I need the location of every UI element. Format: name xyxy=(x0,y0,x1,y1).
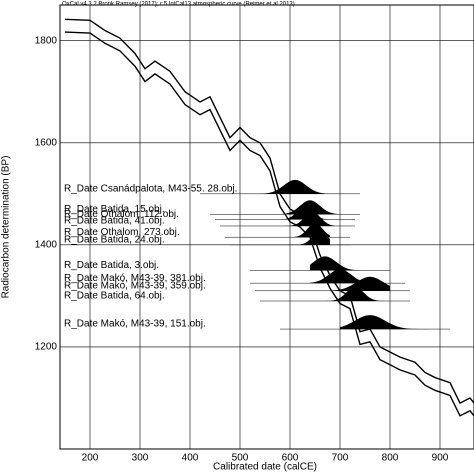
sample-label: R_Date Csanádpalota, M43-55. 28.obj. xyxy=(64,183,237,194)
sample-label: R_Date Batida, 15.obj. xyxy=(64,204,165,215)
y-tick-label: 1600 xyxy=(35,137,58,148)
sample-label: R_Date Batida, 41.obj. xyxy=(64,216,165,227)
probability-distribution xyxy=(310,256,370,271)
sample-label: R_Date Makó, M43-39, 381.obj. xyxy=(64,273,206,284)
sample-label: R_Date Othalom, 273.obj. xyxy=(64,227,180,238)
sample-label: R_Date Othalom, 112.obj. xyxy=(64,209,179,220)
sample-label: R_Date Makó, M43-39, 151.obj. xyxy=(64,319,206,330)
x-tick-label: 500 xyxy=(232,453,249,464)
sample-label: R_Date Batida, 64.obj. xyxy=(64,291,165,302)
x-tick-label: 300 xyxy=(132,453,149,464)
probability-distribution xyxy=(310,269,385,284)
calibration-curve xyxy=(64,18,474,405)
x-tick-label: 800 xyxy=(382,453,399,464)
y-tick-label: 1200 xyxy=(35,342,58,353)
x-tick-label: 700 xyxy=(332,453,349,464)
probability-distribution xyxy=(280,212,335,226)
probability-distribution xyxy=(260,179,340,194)
x-tick-label: 600 xyxy=(282,453,299,464)
probability-distribution xyxy=(315,276,390,291)
x-tick-label: 900 xyxy=(432,453,449,464)
sample-label: R_Date Batida, 3.obj. xyxy=(64,260,159,271)
probability-distribution xyxy=(340,315,430,330)
plot-frame xyxy=(59,4,474,450)
y-tick-label: 1400 xyxy=(35,240,58,251)
x-tick-label: 200 xyxy=(82,453,99,464)
probability-distribution xyxy=(290,230,330,245)
calibration-curve xyxy=(64,31,474,417)
sample-label: R_Date Batida, 24.obj. xyxy=(64,235,165,246)
sample-label: R_Date Makó, M43-39, 359.obj. xyxy=(64,280,206,291)
y-axis-label: Radiocarbon determination (BP) xyxy=(1,156,12,299)
x-tick-label: 400 xyxy=(182,453,199,464)
probability-distribution xyxy=(320,287,390,301)
x-axis-label: Calibrated date (calCE) xyxy=(213,462,317,473)
probability-distribution xyxy=(275,205,335,220)
y-tick-label: 1800 xyxy=(35,35,58,46)
